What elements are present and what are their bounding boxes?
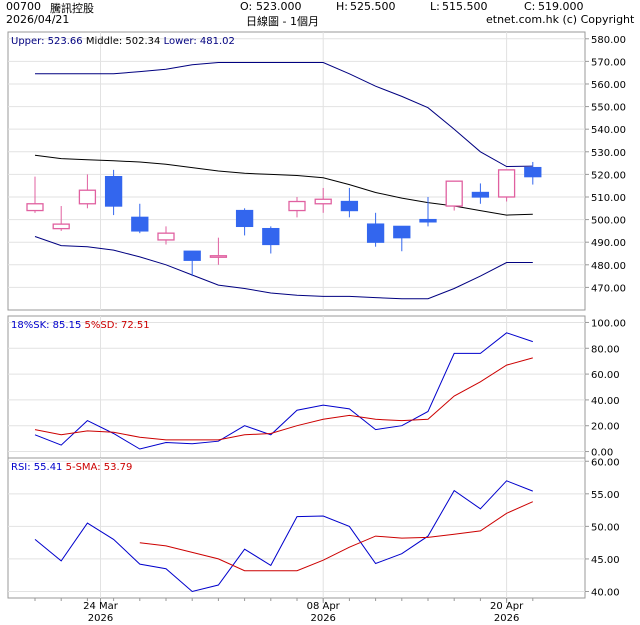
x-tick-label: 2026	[88, 613, 113, 624]
open-value: 523.000	[256, 0, 302, 13]
legend-item: 5%SD: 72.51	[85, 320, 150, 331]
candle-up	[497, 169, 516, 198]
y-tick-label: 40.00	[591, 587, 620, 598]
x-tick-label: 2026	[310, 613, 335, 624]
candle-down	[419, 218, 437, 223]
y-tick-label: 570.00	[591, 57, 626, 68]
close-value: 519.000	[538, 0, 584, 13]
candle-down	[524, 166, 542, 178]
x-tick-label: 08 Apr	[307, 601, 341, 612]
candle-down	[340, 200, 359, 212]
x-tick-label: 24 Mar	[83, 601, 119, 612]
y-tick-label: 45.00	[591, 555, 620, 566]
candle-up	[78, 189, 97, 205]
legend-item: Middle: 502.34	[86, 36, 164, 47]
y-tick-label: 20.00	[591, 422, 620, 433]
stock-code: 00700	[6, 0, 41, 13]
panel-frame-1	[7, 315, 586, 459]
candle-up	[52, 223, 70, 230]
candle-down	[235, 209, 254, 228]
rsi-legend: RSI: 55.41 5-SMA: 53.79	[11, 462, 132, 473]
sd-line	[34, 357, 533, 441]
chart-period: 日線圖 - 1個月	[246, 15, 319, 28]
sk-line	[34, 332, 533, 450]
y-tick-label: 80.00	[591, 344, 620, 355]
candle-down	[366, 223, 385, 243]
y-tick-label: 0.00	[591, 448, 613, 459]
x-tick-label: 2026	[494, 613, 519, 624]
copyright: etnet.com.hk (c) Copyright	[486, 13, 635, 26]
candle-up	[157, 232, 175, 241]
rsi-line	[34, 480, 533, 593]
candle-down	[393, 225, 411, 239]
legend-item: 18%SK: 85.15	[11, 320, 85, 331]
rsi-sma-line	[139, 501, 534, 572]
y-tick-label: 580.00	[591, 35, 626, 46]
y-tick-label: 540.00	[591, 125, 626, 136]
y-tick-label: 50.00	[591, 522, 620, 533]
candle-up	[288, 200, 306, 212]
y-tick-label: 510.00	[591, 193, 626, 204]
y-tick-label: 480.00	[591, 261, 626, 272]
bollinger-lower-line	[34, 236, 533, 300]
high-label: H:	[336, 0, 348, 13]
y-tick-label: 530.00	[591, 148, 626, 159]
open-label: O:	[240, 0, 253, 13]
x-tick-label: 20 Apr	[490, 601, 524, 612]
y-tick-label: 550.00	[591, 103, 626, 114]
high-value: 525.500	[350, 0, 396, 13]
candle-up	[445, 180, 463, 207]
bollinger-legend: Upper: 523.66 Middle: 502.34 Lower: 481.…	[11, 36, 235, 47]
candle-down	[104, 176, 123, 207]
y-tick-label: 470.00	[591, 283, 626, 294]
legend-item: RSI: 55.41	[11, 462, 66, 473]
candle-down	[262, 227, 280, 246]
y-tick-label: 490.00	[591, 238, 626, 249]
legend-item: 5-SMA: 53.79	[66, 462, 133, 473]
y-tick-label: 500.00	[591, 216, 626, 227]
low-label: L:	[430, 0, 440, 13]
y-tick-label: 60.00	[591, 457, 620, 468]
y-tick-label: 520.00	[591, 170, 626, 181]
candle-down	[131, 216, 149, 232]
close-label: C:	[524, 0, 536, 13]
y-tick-label: 55.00	[591, 490, 620, 501]
y-tick-label: 100.00	[591, 318, 626, 329]
panel-frame-0	[7, 31, 586, 311]
y-tick-label: 560.00	[591, 80, 626, 91]
legend-item: Lower: 481.02	[164, 36, 235, 47]
bollinger-upper-line	[35, 62, 533, 168]
y-tick-label: 60.00	[591, 370, 620, 381]
candle-down	[183, 250, 201, 261]
low-value: 515.500	[442, 0, 488, 13]
stock-name: 騰訊控股	[50, 2, 94, 15]
candle-up	[314, 198, 332, 205]
candle-up	[26, 203, 44, 212]
kd-legend: 18%SK: 85.15 5%SD: 72.51	[11, 320, 150, 331]
y-tick-label: 40.00	[591, 396, 620, 407]
candle-down	[471, 191, 490, 198]
chart-date: 2026/04/21	[6, 13, 70, 26]
candle-up	[209, 255, 228, 258]
legend-item: Upper: 523.66	[11, 36, 86, 47]
